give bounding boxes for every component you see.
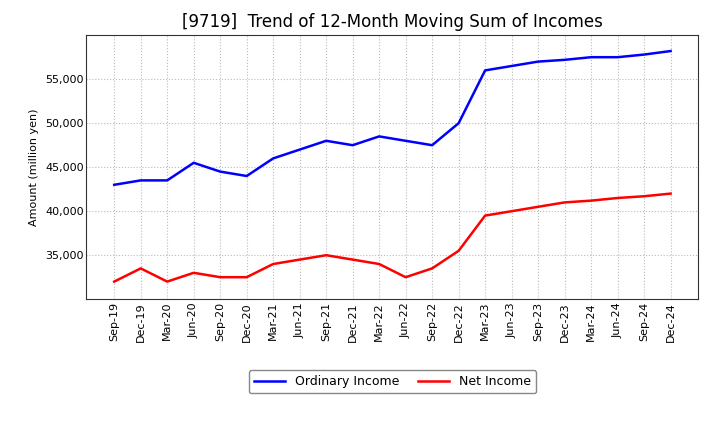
Ordinary Income <box>401 138 410 143</box>
Net Income <box>587 198 595 203</box>
Ordinary Income <box>295 147 304 152</box>
Ordinary Income <box>534 59 542 64</box>
Net Income <box>401 275 410 280</box>
Ordinary Income <box>481 68 490 73</box>
Net Income <box>560 200 569 205</box>
Title: [9719]  Trend of 12-Month Moving Sum of Incomes: [9719] Trend of 12-Month Moving Sum of I… <box>182 13 603 31</box>
Line: Net Income: Net Income <box>114 194 670 282</box>
Net Income <box>163 279 171 284</box>
Ordinary Income <box>348 143 357 148</box>
Ordinary Income <box>613 55 622 60</box>
Net Income <box>322 253 330 258</box>
Y-axis label: Amount (million yen): Amount (million yen) <box>30 108 40 226</box>
Net Income <box>454 248 463 253</box>
Net Income <box>110 279 119 284</box>
Ordinary Income <box>243 173 251 179</box>
Line: Ordinary Income: Ordinary Income <box>114 51 670 185</box>
Ordinary Income <box>216 169 225 174</box>
Legend: Ordinary Income, Net Income: Ordinary Income, Net Income <box>248 370 536 393</box>
Ordinary Income <box>428 143 436 148</box>
Net Income <box>428 266 436 271</box>
Ordinary Income <box>587 55 595 60</box>
Net Income <box>613 195 622 201</box>
Net Income <box>640 194 649 199</box>
Net Income <box>269 261 277 267</box>
Net Income <box>666 191 675 196</box>
Net Income <box>295 257 304 262</box>
Ordinary Income <box>666 48 675 54</box>
Ordinary Income <box>640 52 649 57</box>
Ordinary Income <box>189 160 198 165</box>
Ordinary Income <box>454 121 463 126</box>
Net Income <box>534 204 542 209</box>
Ordinary Income <box>110 182 119 187</box>
Ordinary Income <box>269 156 277 161</box>
Net Income <box>189 270 198 275</box>
Ordinary Income <box>163 178 171 183</box>
Net Income <box>243 275 251 280</box>
Ordinary Income <box>560 57 569 62</box>
Net Income <box>348 257 357 262</box>
Ordinary Income <box>508 63 516 69</box>
Ordinary Income <box>322 138 330 143</box>
Net Income <box>481 213 490 218</box>
Net Income <box>216 275 225 280</box>
Net Income <box>508 209 516 214</box>
Ordinary Income <box>136 178 145 183</box>
Net Income <box>136 266 145 271</box>
Ordinary Income <box>375 134 384 139</box>
Net Income <box>375 261 384 267</box>
